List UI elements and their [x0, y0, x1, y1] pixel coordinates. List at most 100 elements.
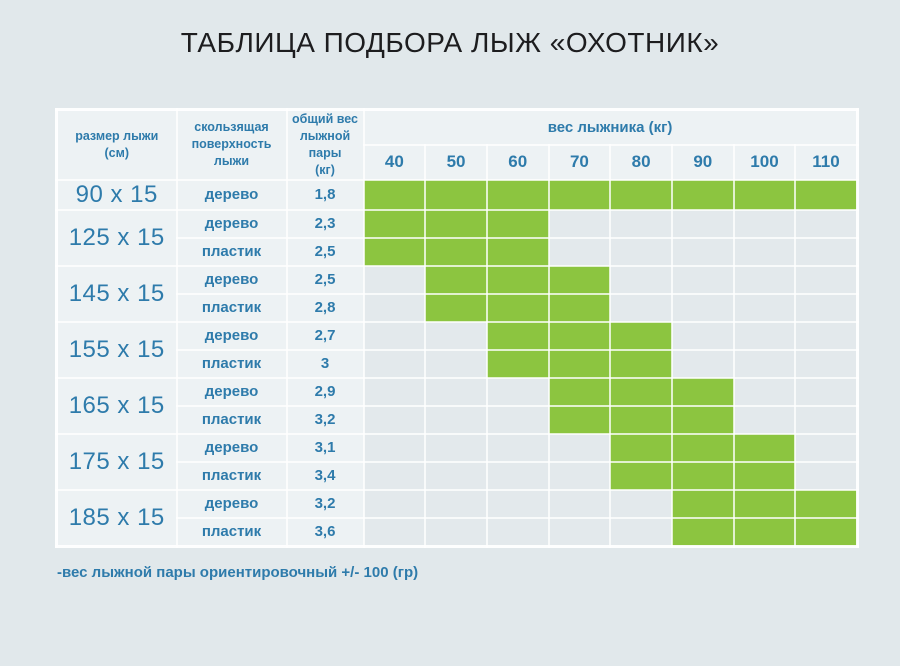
weight-cell	[362, 460, 427, 491]
suitable-weight-cell	[485, 236, 550, 267]
table-body: 90 x 15 дерево 1,8 125 x 15 дерево 2,3 пластик…	[55, 178, 859, 547]
col-header-ski-size: размер лыжи (см)	[55, 108, 178, 181]
weight-cell	[424, 460, 488, 491]
weight-cell	[609, 488, 673, 519]
ski-selection-table: размер лыжи (см) скользящая поверхность …	[55, 108, 859, 548]
weight-cell	[609, 264, 673, 295]
weight-cell	[732, 348, 797, 379]
weight-cell	[732, 236, 797, 267]
pair-weight-cell: 3,4	[285, 460, 365, 491]
suitable-weight-cell	[547, 404, 612, 435]
weight-cell	[794, 348, 859, 379]
table-row: 175 x 15 дерево 3,1	[55, 432, 859, 491]
weight-column-60: 60	[485, 143, 550, 181]
suitable-weight-cell	[547, 348, 612, 379]
suitable-weight-cell	[794, 516, 859, 547]
weight-cell	[670, 348, 735, 379]
ski-size-cell: 155 x 15	[55, 320, 178, 379]
table-row: пластик 2,8	[57, 292, 859, 323]
suitable-weight-cell	[485, 264, 550, 295]
weight-column-50: 50	[424, 143, 488, 181]
weight-cell	[424, 348, 488, 379]
surface-cell: дерево	[175, 178, 288, 211]
weight-cell	[547, 460, 612, 491]
pair-weight-cell: 2,3	[285, 208, 365, 239]
suitable-weight-cell	[609, 432, 673, 463]
weight-column-100: 100	[732, 143, 797, 181]
pair-weight-cell: 3,1	[285, 432, 365, 463]
weight-cell	[732, 404, 797, 435]
table-row: 155 x 15 дерево 2,7	[55, 320, 859, 379]
table-row: пластик 2,5	[57, 236, 859, 267]
weight-cell	[794, 460, 859, 491]
weight-cell	[547, 488, 612, 519]
suitable-weight-cell	[485, 208, 550, 239]
table-row: 165 x 15 дерево 2,9	[55, 376, 859, 435]
ski-size-cell: 165 x 15	[55, 376, 178, 435]
table-row: 145 x 15 дерево 2,5	[55, 264, 859, 323]
suitable-weight-cell	[547, 292, 612, 323]
weight-cell	[485, 404, 550, 435]
footnote: -вес лыжной пары ориентировочный +/- 100…	[57, 563, 419, 581]
weight-cell	[362, 432, 427, 463]
suitable-weight-cell	[609, 460, 673, 491]
suitable-weight-cell	[609, 178, 673, 211]
suitable-weight-cell	[485, 178, 550, 211]
pair-weight-cell: 2,9	[285, 376, 365, 407]
page: ТАБЛИЦА ПОДБОРА ЛЫЖ «ОХОТНИК» размер лыж…	[0, 26, 900, 581]
weight-cell	[485, 432, 550, 463]
weight-cell	[362, 404, 427, 435]
ski-size-cell: 90 x 15	[55, 178, 178, 211]
ski-size-cell: 175 x 15	[55, 432, 178, 491]
suitable-weight-cell	[547, 264, 612, 295]
suitable-weight-cell	[485, 292, 550, 323]
weight-cell	[732, 264, 797, 295]
pair-weight-cell: 2,8	[285, 292, 365, 323]
weight-cell	[794, 376, 859, 407]
pair-weight-cell: 1,8	[285, 178, 365, 211]
col-header-surface: скользящая поверхность лыжи	[175, 108, 288, 181]
suitable-weight-cell	[609, 376, 673, 407]
suitable-weight-cell	[362, 178, 427, 211]
table-row: пластик 3,2	[57, 404, 859, 435]
weight-cell	[609, 208, 673, 239]
weight-cell	[794, 236, 859, 267]
weight-cell	[732, 292, 797, 323]
surface-cell: пластик	[175, 460, 288, 491]
suitable-weight-cell	[794, 178, 859, 211]
weight-cell	[424, 488, 488, 519]
weight-cell	[362, 488, 427, 519]
pair-weight-cell: 2,5	[285, 264, 365, 295]
suitable-weight-cell	[609, 348, 673, 379]
weight-cell	[485, 516, 550, 547]
surface-cell: дерево	[175, 264, 288, 295]
weight-cell	[362, 516, 427, 547]
surface-cell: пластик	[175, 348, 288, 379]
weight-cell	[362, 292, 427, 323]
suitable-weight-cell	[670, 460, 735, 491]
pair-weight-cell: 3,6	[285, 516, 365, 547]
weight-cell	[794, 208, 859, 239]
weight-cell	[670, 264, 735, 295]
weight-column-70: 70	[547, 143, 612, 181]
weight-cell	[732, 208, 797, 239]
table-row: пластик 3,4	[57, 460, 859, 491]
ski-size-cell: 145 x 15	[55, 264, 178, 323]
suitable-weight-cell	[670, 488, 735, 519]
suitable-weight-cell	[362, 208, 427, 239]
table-row: пластик 3,6	[57, 516, 859, 547]
ski-size-cell: 185 x 15	[55, 488, 178, 547]
suitable-weight-cell	[732, 488, 797, 519]
table-header: размер лыжи (см) скользящая поверхность …	[55, 108, 859, 181]
suitable-weight-cell	[670, 178, 735, 211]
weight-cell	[547, 208, 612, 239]
weight-cell	[670, 236, 735, 267]
suitable-weight-cell	[670, 404, 735, 435]
weight-cell	[794, 404, 859, 435]
weight-cell	[485, 376, 550, 407]
weight-cell	[732, 320, 797, 351]
weight-column-80: 80	[609, 143, 673, 181]
weight-columns-row: 40 50 60 70 80 90 100 110	[57, 143, 859, 181]
weight-column-110: 110	[794, 143, 859, 181]
weight-cell	[609, 516, 673, 547]
